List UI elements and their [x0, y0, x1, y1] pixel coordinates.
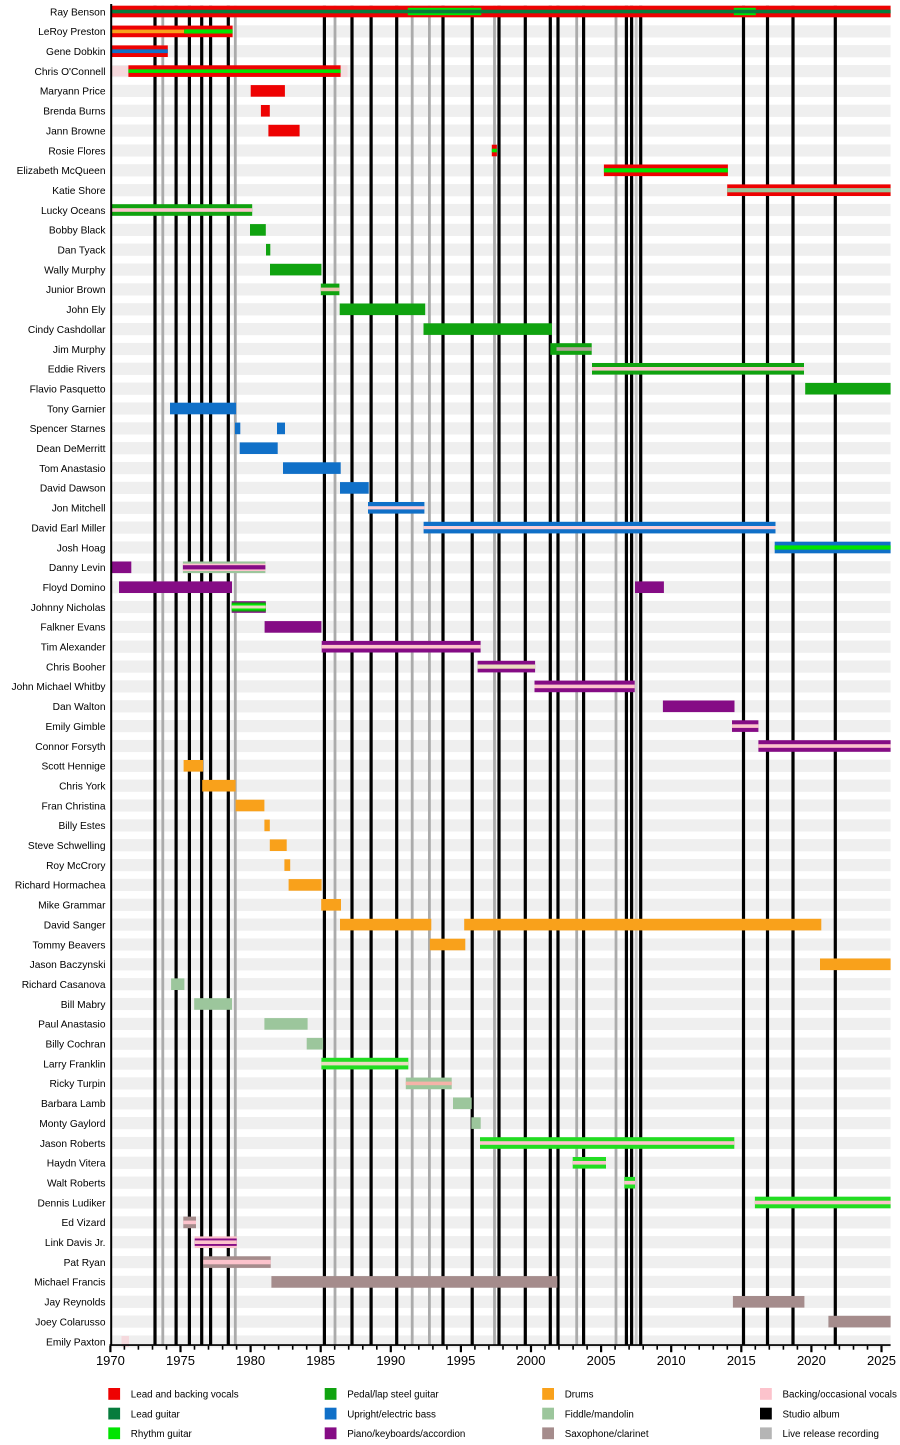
- svg-text:Josh Hoag: Josh Hoag: [57, 543, 106, 554]
- svg-text:Chris Booher: Chris Booher: [46, 662, 106, 673]
- svg-text:Danny Levin: Danny Levin: [49, 563, 106, 574]
- svg-text:Chris York: Chris York: [59, 782, 106, 793]
- svg-text:Brenda Burns: Brenda Burns: [43, 107, 105, 118]
- svg-text:Dennis Ludiker: Dennis Ludiker: [38, 1198, 107, 1209]
- svg-text:1985: 1985: [306, 1353, 335, 1368]
- svg-text:Cindy Cashdollar: Cindy Cashdollar: [28, 325, 106, 336]
- svg-text:Jason Roberts: Jason Roberts: [40, 1139, 106, 1150]
- svg-text:Dan Walton: Dan Walton: [53, 702, 106, 713]
- svg-text:Falkner Evans: Falkner Evans: [40, 623, 105, 634]
- svg-text:Connor Forsyth: Connor Forsyth: [35, 742, 105, 753]
- svg-text:Bobby Black: Bobby Black: [49, 226, 107, 237]
- svg-text:David Earl Miller: David Earl Miller: [31, 523, 106, 534]
- svg-text:Emily Gimble: Emily Gimble: [45, 722, 105, 733]
- svg-text:Dan Tyack: Dan Tyack: [58, 246, 107, 257]
- svg-text:Mike Grammar: Mike Grammar: [38, 901, 106, 912]
- svg-text:Emily Paxton: Emily Paxton: [46, 1337, 105, 1348]
- svg-text:2000: 2000: [517, 1353, 546, 1368]
- svg-text:Flavio Pasquetto: Flavio Pasquetto: [30, 385, 106, 396]
- svg-text:1975: 1975: [166, 1353, 195, 1368]
- svg-text:1970: 1970: [96, 1353, 125, 1368]
- svg-text:Katie Shore: Katie Shore: [52, 186, 106, 197]
- svg-text:Ricky Turpin: Ricky Turpin: [49, 1079, 105, 1090]
- svg-text:Tony Garnier: Tony Garnier: [47, 404, 106, 415]
- svg-text:Scott Hennige: Scott Hennige: [42, 762, 106, 773]
- svg-text:Ed Vizard: Ed Vizard: [62, 1218, 106, 1229]
- svg-text:Rhythm guitar: Rhythm guitar: [131, 1429, 193, 1440]
- svg-text:Backing/occasional vocals: Backing/occasional vocals: [783, 1390, 897, 1401]
- svg-text:2015: 2015: [727, 1353, 756, 1368]
- svg-text:Larry Franklin: Larry Franklin: [43, 1059, 105, 1070]
- svg-text:Wally Murphy: Wally Murphy: [44, 265, 106, 276]
- svg-text:Walt Roberts: Walt Roberts: [47, 1179, 106, 1190]
- svg-text:LeRoy Preston: LeRoy Preston: [38, 27, 105, 38]
- svg-text:Studio album: Studio album: [783, 1409, 840, 1420]
- svg-text:Live release recording: Live release recording: [783, 1429, 879, 1440]
- svg-text:Tommy Beavers: Tommy Beavers: [32, 940, 105, 951]
- svg-text:Fiddle/mandolin: Fiddle/mandolin: [565, 1409, 634, 1420]
- svg-text:Richard Hormachea: Richard Hormachea: [15, 881, 106, 892]
- svg-text:Lucky Oceans: Lucky Oceans: [41, 206, 106, 217]
- svg-text:David Sanger: David Sanger: [44, 920, 106, 931]
- svg-text:Drums: Drums: [565, 1390, 594, 1401]
- svg-text:Upright/electric bass: Upright/electric bass: [347, 1409, 436, 1420]
- svg-text:Floyd Domino: Floyd Domino: [43, 583, 106, 594]
- svg-text:Jason Baczynski: Jason Baczynski: [30, 960, 106, 971]
- svg-text:Dean DeMerritt: Dean DeMerritt: [36, 444, 105, 455]
- svg-text:Pat Ryan: Pat Ryan: [64, 1258, 106, 1269]
- svg-text:Fran Christina: Fran Christina: [42, 801, 106, 812]
- svg-text:Pedal/lap steel guitar: Pedal/lap steel guitar: [347, 1390, 439, 1401]
- svg-text:Roy McCrory: Roy McCrory: [46, 861, 106, 872]
- svg-text:Tom Anastasio: Tom Anastasio: [39, 464, 106, 475]
- svg-text:Rosie Flores: Rosie Flores: [48, 146, 105, 157]
- svg-text:Piano/keyboards/accordion: Piano/keyboards/accordion: [347, 1429, 465, 1440]
- svg-text:Junior Brown: Junior Brown: [46, 285, 105, 296]
- svg-text:Tim Alexander: Tim Alexander: [41, 643, 106, 654]
- svg-text:2005: 2005: [587, 1353, 616, 1368]
- svg-text:Steve Schwelling: Steve Schwelling: [28, 841, 106, 852]
- svg-text:Lead guitar: Lead guitar: [131, 1409, 181, 1420]
- svg-text:Chris O'Connell: Chris O'Connell: [34, 67, 105, 78]
- svg-text:David Dawson: David Dawson: [40, 484, 106, 495]
- svg-text:2020: 2020: [797, 1353, 826, 1368]
- svg-text:John Michael Whitby: John Michael Whitby: [12, 682, 107, 693]
- svg-text:Barbara Lamb: Barbara Lamb: [41, 1099, 106, 1110]
- svg-text:Lead and backing vocals: Lead and backing vocals: [131, 1390, 239, 1401]
- svg-text:Ray Benson: Ray Benson: [50, 7, 106, 18]
- svg-text:Elizabeth McQueen: Elizabeth McQueen: [17, 166, 106, 177]
- svg-text:Saxophone/clarinet: Saxophone/clarinet: [565, 1429, 649, 1440]
- svg-text:Jay Reynolds: Jay Reynolds: [44, 1298, 105, 1309]
- svg-text:John Ely: John Ely: [66, 305, 106, 316]
- svg-text:Jim Murphy: Jim Murphy: [53, 345, 107, 356]
- svg-text:2010: 2010: [657, 1353, 686, 1368]
- svg-text:Paul Anastasio: Paul Anastasio: [38, 1020, 106, 1031]
- svg-text:Link Davis Jr.: Link Davis Jr.: [45, 1238, 106, 1249]
- svg-text:2025: 2025: [867, 1353, 896, 1368]
- svg-text:1980: 1980: [236, 1353, 265, 1368]
- svg-text:Billy Estes: Billy Estes: [59, 821, 106, 832]
- svg-text:Gene Dobkin: Gene Dobkin: [46, 47, 105, 58]
- svg-text:1990: 1990: [376, 1353, 405, 1368]
- svg-text:Michael Francis: Michael Francis: [34, 1278, 105, 1289]
- svg-text:Joey Colarusso: Joey Colarusso: [35, 1317, 106, 1328]
- svg-text:Jann Browne: Jann Browne: [46, 126, 106, 137]
- svg-text:Haydn Vitera: Haydn Vitera: [47, 1159, 106, 1170]
- svg-text:Billy Cochran: Billy Cochran: [45, 1040, 105, 1051]
- svg-text:Johnny Nicholas: Johnny Nicholas: [31, 603, 106, 614]
- svg-text:Jon Mitchell: Jon Mitchell: [52, 504, 106, 515]
- svg-text:Richard Casanova: Richard Casanova: [22, 980, 106, 991]
- svg-text:Eddie Rivers: Eddie Rivers: [48, 365, 106, 376]
- svg-text:Bill Mabry: Bill Mabry: [61, 1000, 107, 1011]
- svg-text:Spencer Starnes: Spencer Starnes: [30, 424, 106, 435]
- svg-text:Monty Gaylord: Monty Gaylord: [39, 1119, 106, 1130]
- svg-text:Maryann Price: Maryann Price: [40, 87, 106, 98]
- svg-text:1995: 1995: [446, 1353, 475, 1368]
